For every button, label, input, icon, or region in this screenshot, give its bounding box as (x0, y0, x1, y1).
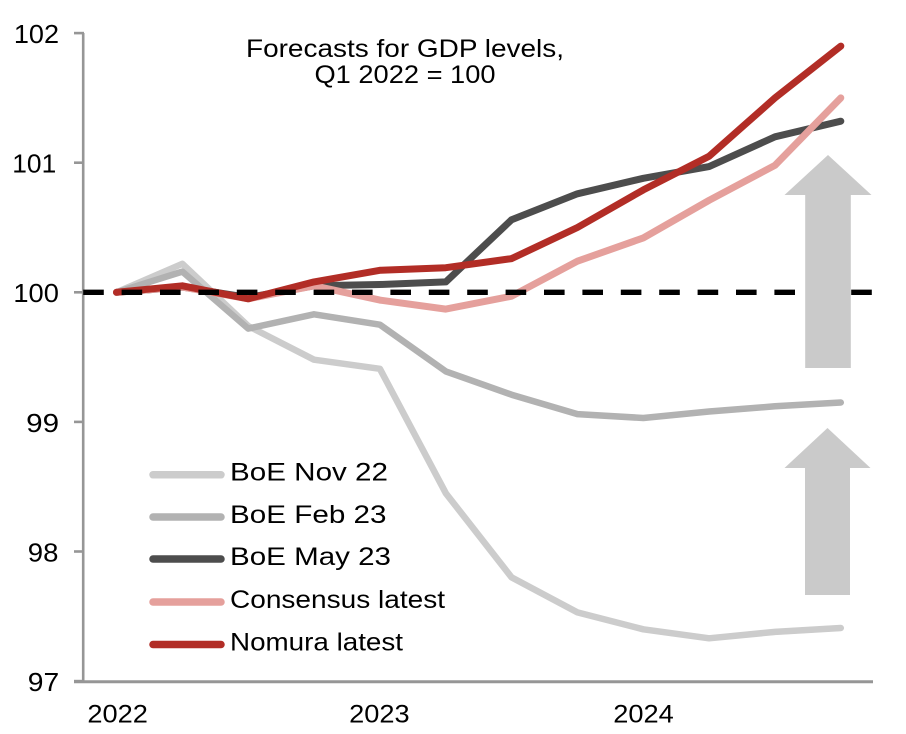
svg-text:100: 100 (13, 280, 59, 308)
svg-text:97: 97 (28, 669, 59, 697)
svg-text:Q1 2022 = 100: Q1 2022 = 100 (315, 61, 496, 89)
svg-text:2024: 2024 (613, 700, 674, 728)
svg-text:98: 98 (28, 539, 59, 567)
svg-text:Nomura latest: Nomura latest (230, 628, 403, 656)
svg-text:2022: 2022 (87, 700, 148, 728)
svg-text:2023: 2023 (349, 700, 410, 728)
svg-text:Forecasts for GDP levels,: Forecasts for GDP levels, (246, 35, 564, 63)
svg-text:Consensus latest: Consensus latest (230, 586, 445, 614)
svg-text:101: 101 (12, 151, 56, 179)
svg-text:BoE May 23: BoE May 23 (230, 543, 391, 571)
svg-text:99: 99 (26, 410, 59, 438)
svg-text:BoE Nov 22: BoE Nov 22 (230, 459, 388, 487)
svg-text:BoE Feb 23: BoE Feb 23 (230, 501, 387, 529)
svg-text:102: 102 (14, 21, 59, 49)
